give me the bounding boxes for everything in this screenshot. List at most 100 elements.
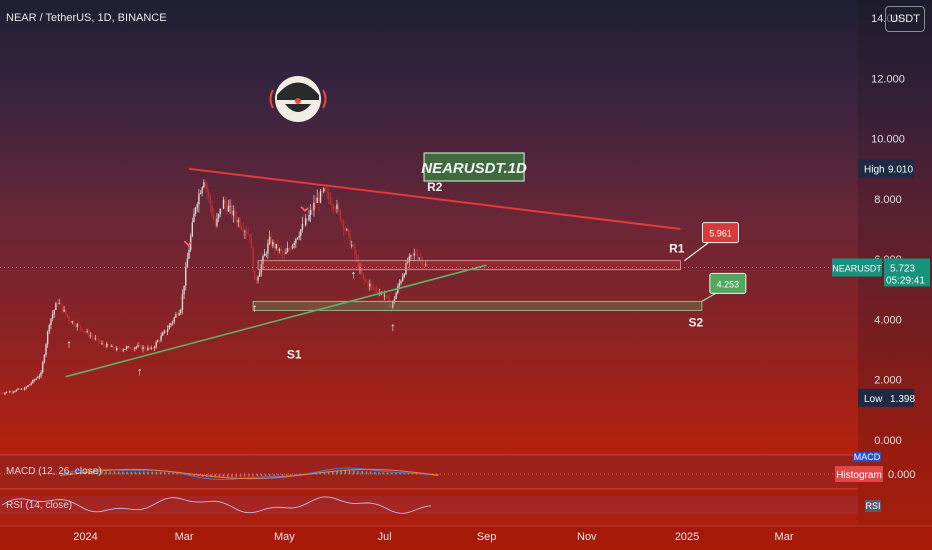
rsi-line: [1, 496, 432, 514]
candle-body: [111, 345, 113, 348]
candle-body: [160, 335, 162, 341]
symbol-tag-label: NEARUSDT: [832, 263, 882, 273]
histogram-tag-label: Histogram: [836, 470, 882, 481]
candle-body: [68, 316, 70, 321]
candle-body: [349, 232, 351, 246]
candle-body: [212, 214, 215, 220]
candle-body: [83, 331, 85, 332]
candle-body: [402, 276, 404, 281]
macd-histogram-bar: [243, 474, 246, 477]
macd-histogram-bar: [134, 471, 137, 475]
macd-histogram-bar: [327, 471, 330, 475]
x-tick-label: Mar: [175, 531, 194, 543]
macd-histogram-bar: [218, 474, 221, 478]
candle-body: [295, 238, 297, 244]
trendline-r2: [188, 167, 681, 231]
candle-body: [250, 238, 253, 248]
candle-body: [198, 193, 200, 205]
candle-body: [423, 265, 425, 267]
trendline-label-s1: S1: [287, 348, 302, 362]
candle-body: [50, 318, 52, 326]
candle-body: [73, 321, 75, 326]
candle-body: [382, 292, 384, 297]
candle-body: [193, 213, 195, 223]
macd-histogram-bar: [239, 474, 242, 477]
candle-body: [56, 303, 59, 304]
candle-body: [155, 342, 157, 347]
currency-button[interactable]: USDT: [885, 6, 925, 32]
macd-histogram-bar: [395, 473, 397, 475]
candle-body: [53, 309, 55, 315]
candle-body: [341, 219, 343, 221]
candle-body: [125, 347, 128, 349]
candle-body: [415, 253, 417, 255]
callout-box-s2: [709, 272, 747, 294]
low-tag: [858, 388, 914, 407]
macd-pane: [0, 455, 858, 488]
candle-body: [232, 210, 235, 216]
macd-histogram-bar: [214, 474, 216, 478]
candle-body: [204, 182, 207, 186]
candle-body: [185, 267, 187, 286]
candle-body: [12, 391, 14, 393]
candle-body: [265, 253, 267, 255]
candle-body: [229, 205, 231, 207]
macd-histogram-bar: [101, 471, 103, 475]
symbol-title[interactable]: NEAR / TetherUS, 1D, BINANCE: [6, 12, 167, 24]
macd-histogram-bar: [369, 471, 372, 475]
candle-body: [27, 385, 29, 387]
macd-histogram-bar: [378, 472, 380, 475]
candle-body: [45, 344, 47, 356]
macd-tag-label: MACD: [854, 452, 881, 462]
candle-body: [362, 273, 364, 279]
candle-body: [346, 229, 348, 231]
candle-body: [313, 202, 315, 211]
candle-body: [324, 188, 327, 192]
candle-body: [247, 233, 249, 235]
candle-body: [331, 204, 333, 206]
candle-body: [305, 218, 307, 225]
candle-body: [370, 283, 373, 286]
candle-body: [19, 388, 21, 390]
candle-body: [163, 330, 166, 334]
macd-histogram-bar: [407, 473, 410, 475]
candle-body: [35, 378, 37, 380]
time-axis: [0, 526, 932, 550]
candle-body: [413, 253, 415, 256]
rsi-label[interactable]: RSI (14, close): [6, 500, 73, 511]
macd-histogram-bar: [340, 470, 342, 475]
candle-body: [97, 338, 100, 343]
candle-body: [86, 330, 88, 332]
candle-body: [196, 204, 198, 208]
candle-body: [332, 205, 335, 209]
candle-body: [129, 346, 131, 349]
low-tag-value: 1.398: [890, 394, 915, 405]
candle-body: [94, 338, 97, 340]
macd-histogram-bar: [336, 470, 338, 475]
candle-body: [96, 338, 98, 340]
candle-body: [219, 208, 221, 215]
candle-body: [244, 231, 246, 233]
candle-body: [170, 323, 172, 326]
histogram-tag: [835, 466, 883, 482]
macd-histogram-bar: [189, 474, 191, 476]
y-tick-label: 0.000: [874, 435, 902, 447]
candle-body: [364, 278, 366, 281]
candle-body: [15, 389, 18, 392]
macd-histogram-bar: [176, 473, 179, 475]
candle-body: [55, 303, 57, 310]
candle-body: [240, 226, 243, 229]
candle-body: [285, 251, 287, 255]
candle-body: [260, 264, 263, 273]
candle-body: [188, 249, 190, 259]
candle-body: [166, 329, 169, 332]
macd-histogram-bar: [155, 471, 158, 475]
candle-body: [301, 223, 304, 230]
candle-body: [255, 279, 258, 281]
candle-body: [135, 346, 138, 348]
macd-histogram-bar: [248, 474, 250, 477]
candle-body: [14, 391, 16, 393]
macd-label[interactable]: MACD (12, 26, close): [6, 466, 102, 477]
